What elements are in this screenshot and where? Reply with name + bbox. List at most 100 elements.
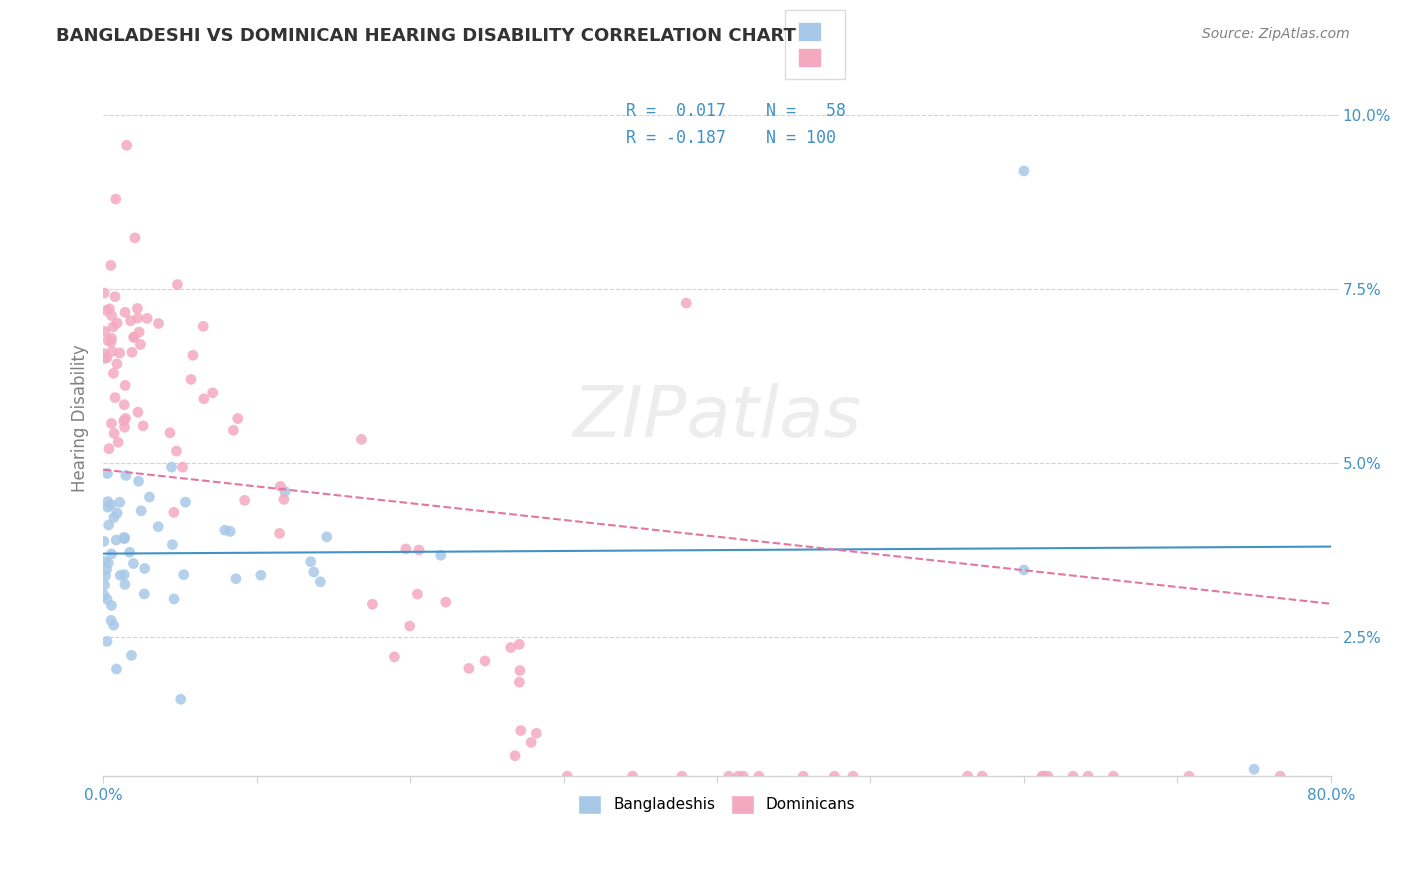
Point <box>956 769 979 783</box>
Text: R = -0.187    N = 100: R = -0.187 N = 100 <box>626 129 835 147</box>
Point <box>1031 769 1053 783</box>
Point <box>315 530 337 544</box>
Point <box>93 588 115 602</box>
Point <box>108 495 131 509</box>
Point <box>148 317 170 331</box>
Point <box>1178 769 1201 783</box>
Point <box>96 592 118 607</box>
Point <box>520 735 543 749</box>
Point <box>250 568 273 582</box>
Point <box>408 543 430 558</box>
Point <box>621 769 644 783</box>
Point <box>163 505 186 519</box>
Point <box>1062 769 1084 783</box>
Point <box>1012 164 1035 178</box>
Point <box>166 277 188 292</box>
Point <box>93 286 115 301</box>
Point <box>121 648 143 663</box>
Point <box>93 534 115 549</box>
Point <box>1270 769 1292 783</box>
Point <box>225 572 247 586</box>
Point <box>94 303 117 318</box>
Point <box>96 467 118 481</box>
Point <box>105 316 128 330</box>
Point <box>274 484 297 499</box>
Point <box>508 637 530 651</box>
Point <box>108 346 131 360</box>
Point <box>226 411 249 425</box>
Point <box>162 537 184 551</box>
Point <box>181 348 204 362</box>
Point <box>675 296 697 310</box>
Point <box>103 426 125 441</box>
Point <box>555 769 578 783</box>
Point <box>350 433 373 447</box>
Point <box>100 259 122 273</box>
Point <box>107 435 129 450</box>
Point <box>100 614 122 628</box>
Point <box>384 649 406 664</box>
Point <box>112 532 135 546</box>
Point <box>134 561 156 575</box>
Point <box>100 547 122 561</box>
Point <box>503 748 526 763</box>
Point <box>1243 762 1265 776</box>
Point <box>110 568 132 582</box>
Point <box>671 769 693 783</box>
Point <box>112 398 135 412</box>
Point <box>172 460 194 475</box>
Point <box>122 330 145 344</box>
Point <box>129 337 152 351</box>
Point <box>134 587 156 601</box>
Point <box>124 231 146 245</box>
Point <box>269 479 291 493</box>
Point <box>101 344 124 359</box>
Text: ZIPatlas: ZIPatlas <box>572 384 862 452</box>
Point <box>170 692 193 706</box>
Point <box>93 351 115 366</box>
Point <box>105 533 128 547</box>
Point <box>160 460 183 475</box>
Point <box>273 492 295 507</box>
Point <box>429 548 451 562</box>
Point <box>792 769 814 783</box>
Point <box>173 567 195 582</box>
Point <box>136 311 159 326</box>
Point <box>434 595 457 609</box>
Point <box>748 769 770 783</box>
Point <box>104 290 127 304</box>
Point <box>114 411 136 425</box>
Point <box>115 138 138 153</box>
Point <box>163 591 186 606</box>
Point <box>118 545 141 559</box>
Point <box>97 494 120 508</box>
Y-axis label: Hearing Disability: Hearing Disability <box>72 344 89 491</box>
Point <box>733 769 755 783</box>
Point <box>127 311 149 326</box>
Point <box>93 554 115 568</box>
Point <box>103 367 125 381</box>
Point <box>129 504 152 518</box>
Legend: Bangladeshis, Dominicans: Bangladeshis, Dominicans <box>567 783 868 826</box>
Point <box>1032 769 1054 783</box>
Point <box>842 769 865 783</box>
Point <box>112 414 135 428</box>
Point <box>361 597 384 611</box>
Point <box>1036 769 1059 783</box>
Text: R =  0.017    N =   58: R = 0.017 N = 58 <box>626 103 845 120</box>
Point <box>105 662 128 676</box>
Text: Source: ZipAtlas.com: Source: ZipAtlas.com <box>1202 27 1350 41</box>
Point <box>1077 769 1099 783</box>
Point <box>93 578 115 592</box>
Point <box>128 325 150 339</box>
Point <box>96 634 118 648</box>
Point <box>114 305 136 319</box>
Point <box>103 510 125 524</box>
Point <box>114 378 136 392</box>
Point <box>96 562 118 576</box>
Point <box>138 490 160 504</box>
Point <box>97 556 120 570</box>
Text: BANGLADESHI VS DOMINICAN HEARING DISABILITY CORRELATION CHART: BANGLADESHI VS DOMINICAN HEARING DISABIL… <box>56 27 796 45</box>
Point <box>509 664 531 678</box>
Point <box>100 309 122 323</box>
